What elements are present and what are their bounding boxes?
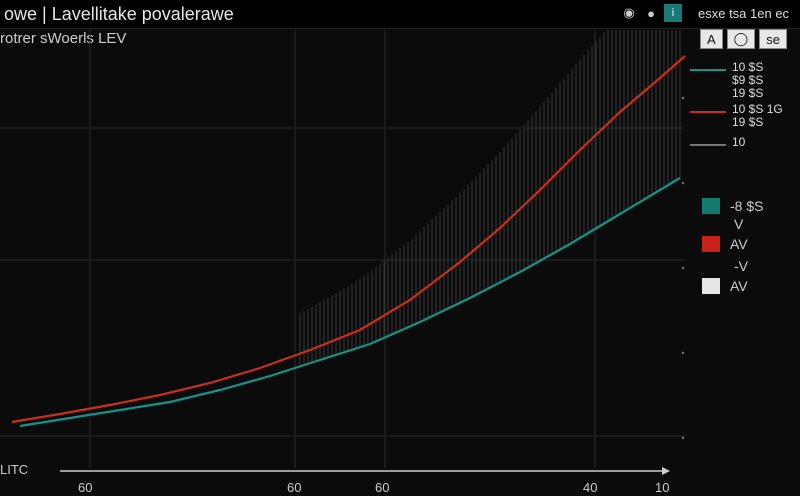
right-axis-tick bbox=[681, 436, 685, 440]
chart-subtitle: rotrer sWoerls LEV bbox=[0, 30, 127, 47]
legend-box-white[interactable]: AV bbox=[702, 278, 748, 294]
x-tick-label: 60 bbox=[287, 480, 302, 495]
line-chart[interactable] bbox=[0, 28, 800, 496]
x-tick-label: 40 bbox=[583, 480, 598, 495]
view-toggle-button[interactable]: ◯ bbox=[726, 29, 756, 49]
legend-box-label: AV bbox=[730, 236, 748, 252]
series-lines bbox=[11, 55, 686, 428]
chart-hatching bbox=[299, 30, 681, 367]
legend-item-red: 10 $S 1G 19 $S bbox=[690, 103, 783, 129]
legend-panel: 10 $S $9 $S 19 $S 10 $S 1G 19 $S 10 -8 $… bbox=[690, 56, 800, 476]
legend-gray-values: 10 bbox=[732, 135, 746, 149]
legend-note: -V bbox=[734, 258, 748, 274]
legend-red-line bbox=[690, 111, 726, 113]
settings-button[interactable]: se bbox=[759, 29, 787, 49]
series-line-red bbox=[11, 55, 686, 424]
legend-teal-line bbox=[690, 69, 726, 71]
x-tick-label: 60 bbox=[78, 480, 93, 495]
info-icon[interactable]: i bbox=[664, 4, 682, 22]
legend-red-values: 10 $S 1G 19 $S bbox=[732, 102, 783, 129]
right-axis-tick bbox=[681, 351, 685, 355]
right-axis-tick bbox=[681, 96, 685, 100]
window-title: owe | Lavellitake povalerawe bbox=[4, 4, 234, 24]
legend-box-swatch bbox=[702, 236, 720, 252]
plot-area[interactable] bbox=[0, 28, 800, 496]
legend-gray-line bbox=[690, 144, 726, 146]
legend-box-label: AV bbox=[730, 278, 748, 294]
title-bar: owe | Lavellitake povalerawe ◉ ● i esxe … bbox=[0, 0, 800, 29]
x-axis-arrow bbox=[662, 467, 670, 475]
axis-corner-label: LITC bbox=[0, 462, 29, 477]
right-axis-tick bbox=[681, 181, 685, 185]
eye-icon[interactable]: ◉ bbox=[623, 5, 635, 20]
legend-box-teal[interactable]: -8 $S bbox=[702, 198, 763, 214]
grid bbox=[0, 30, 685, 468]
text-mode-button[interactable]: A bbox=[700, 29, 723, 49]
axes bbox=[60, 96, 685, 475]
settings-icon[interactable]: ● bbox=[647, 5, 655, 21]
title-bar-icons: ◉ ● i bbox=[620, 4, 682, 22]
legend-box-swatch bbox=[702, 278, 720, 294]
x-tick-label: 60 bbox=[375, 480, 390, 495]
legend-box-red[interactable]: AV bbox=[702, 236, 748, 252]
legend-note: V bbox=[734, 216, 744, 232]
title-bar-right-text: esxe tsa 1en ec bbox=[698, 6, 790, 21]
series-line-teal bbox=[19, 177, 681, 428]
legend-teal-values: 10 $S $9 $S 19 $S bbox=[732, 60, 764, 100]
legend-item-gray: 10 bbox=[690, 136, 745, 149]
legend-item-teal: 10 $S $9 $S 19 $S bbox=[690, 61, 763, 100]
legend-box-label: -8 $S bbox=[730, 198, 764, 214]
right-axis-tick bbox=[681, 266, 685, 270]
x-tick-label: 10 bbox=[655, 480, 670, 495]
view-toolbar: A ◯ se bbox=[700, 29, 787, 49]
legend-box-swatch bbox=[702, 198, 720, 214]
